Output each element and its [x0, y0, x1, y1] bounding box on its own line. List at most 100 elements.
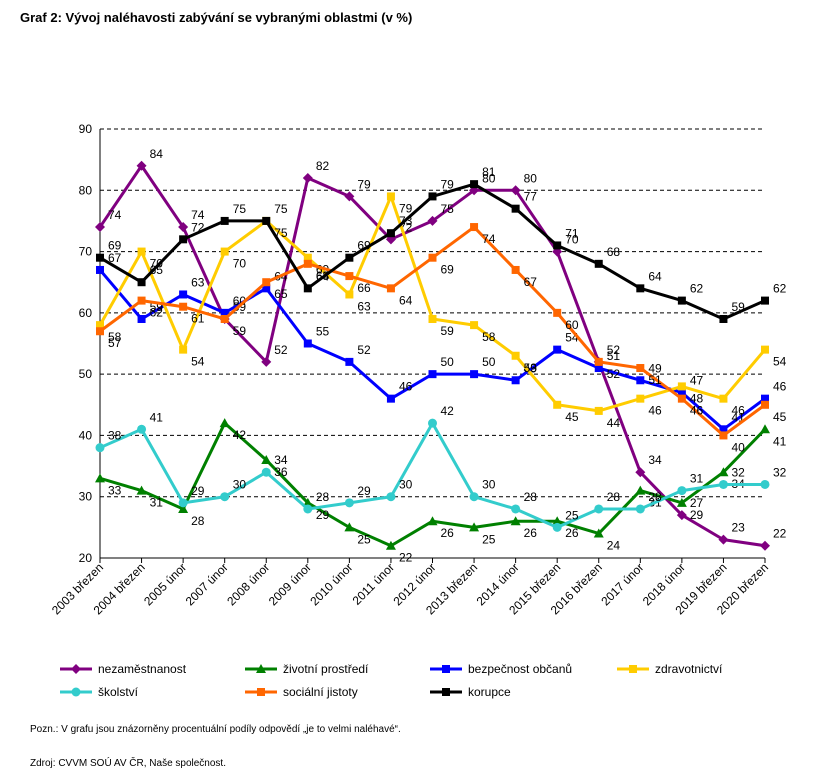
data-point — [470, 370, 479, 379]
data-label: 62 — [773, 282, 787, 296]
data-point — [96, 265, 104, 274]
data-label: 77 — [524, 190, 538, 204]
data-label: 40 — [731, 440, 745, 454]
data-point — [511, 504, 521, 514]
data-label: 81 — [482, 165, 496, 179]
data-label: 30 — [233, 478, 247, 492]
data-point — [428, 192, 437, 201]
data-point — [303, 253, 312, 262]
data-label: 74 — [191, 208, 205, 222]
source-note: Zdroj: CVVM SOÚ AV ČR, Naše společnost. — [30, 758, 226, 769]
data-label: 59 — [731, 300, 745, 314]
data-point — [552, 516, 563, 526]
data-point — [719, 394, 728, 403]
data-label: 64 — [399, 293, 413, 307]
data-label: 33 — [108, 483, 122, 497]
data-point — [677, 394, 686, 403]
x-tick-label: 2011 únor — [350, 560, 397, 607]
data-point — [760, 424, 770, 434]
data-label: 30 — [482, 478, 496, 492]
y-tick-label: 90 — [79, 122, 93, 136]
data-point — [220, 247, 229, 256]
legend-label: korupce — [468, 685, 511, 699]
data-point — [677, 486, 687, 496]
data-label: 46 — [690, 404, 704, 418]
data-label: 69 — [108, 239, 122, 253]
data-label: 45 — [773, 410, 787, 424]
data-point — [137, 278, 146, 287]
data-point — [136, 485, 147, 495]
data-point — [511, 376, 520, 385]
legend-item-zdravotnictvi: zdravotnictví — [617, 662, 722, 676]
legend-item-korupce: korupce — [430, 685, 511, 699]
data-label: 42 — [441, 404, 455, 418]
data-point — [760, 479, 770, 489]
legend-marker-icon — [245, 688, 277, 696]
data-point — [470, 223, 479, 232]
legend-marker-icon — [60, 687, 92, 697]
data-point — [96, 253, 104, 262]
legend-item-nezamestnanost: nezaměstnanost — [60, 662, 186, 676]
data-label: 52 — [357, 343, 371, 357]
data-label: 64 — [316, 269, 330, 283]
data-label: 32 — [731, 465, 745, 479]
legend-label: školství — [98, 685, 139, 699]
x-tick-label: 2008 únor — [224, 560, 272, 608]
data-point — [469, 492, 479, 502]
data-label: 31 — [690, 472, 704, 486]
data-point — [428, 253, 437, 262]
x-tick-label: 2010 únor — [307, 560, 355, 608]
data-label: 73 — [399, 214, 413, 228]
data-label: 44 — [607, 416, 621, 430]
legend-marker-icon — [430, 688, 462, 696]
data-label: 22 — [773, 527, 787, 541]
data-point — [469, 522, 480, 532]
legend-marker-icon — [245, 664, 277, 673]
data-point — [178, 503, 189, 513]
data-point — [179, 290, 188, 299]
data-label: 26 — [441, 526, 455, 540]
data-label: 52 — [607, 343, 621, 357]
data-point — [635, 467, 646, 478]
chart-title: Graf 2: Vývoj naléhavosti zabývání se vy… — [20, 10, 413, 25]
data-label: 28 — [316, 490, 330, 504]
data-label: 65 — [274, 287, 288, 301]
x-tick-label: 2005 únor — [141, 560, 189, 608]
data-point — [386, 394, 395, 403]
data-point — [96, 321, 104, 330]
data-point — [677, 388, 686, 397]
data-point — [511, 265, 520, 274]
data-label: 54 — [191, 355, 205, 369]
legend-label: životní prostředí — [283, 662, 369, 676]
data-point — [760, 540, 770, 551]
data-point — [95, 473, 105, 483]
data-label: 66 — [357, 281, 371, 295]
data-label: 29 — [316, 508, 330, 522]
data-point — [428, 418, 437, 428]
data-label: 25 — [357, 532, 371, 546]
data-label: 82 — [316, 159, 330, 173]
data-point — [95, 443, 105, 453]
data-label: 38 — [108, 429, 122, 443]
legend-marker-icon — [617, 665, 649, 673]
data-label: 74 — [108, 208, 122, 222]
data-label: 50 — [441, 355, 455, 369]
data-label: 29 — [357, 484, 371, 498]
data-point — [303, 339, 312, 348]
legend-item-socialni-jistoty: sociální jistoty — [245, 685, 358, 699]
data-label: 45 — [565, 410, 579, 424]
data-label: 58 — [108, 330, 122, 344]
data-label: 63 — [191, 275, 205, 289]
data-point — [594, 259, 603, 268]
data-point — [594, 406, 603, 415]
data-label: 41 — [773, 434, 787, 448]
data-point — [302, 173, 313, 184]
data-point — [344, 191, 355, 202]
data-point — [219, 418, 230, 428]
data-label: 61 — [191, 312, 205, 326]
data-label: 27 — [690, 496, 704, 510]
data-point — [220, 216, 229, 225]
data-point — [96, 327, 104, 336]
data-point — [303, 284, 312, 293]
